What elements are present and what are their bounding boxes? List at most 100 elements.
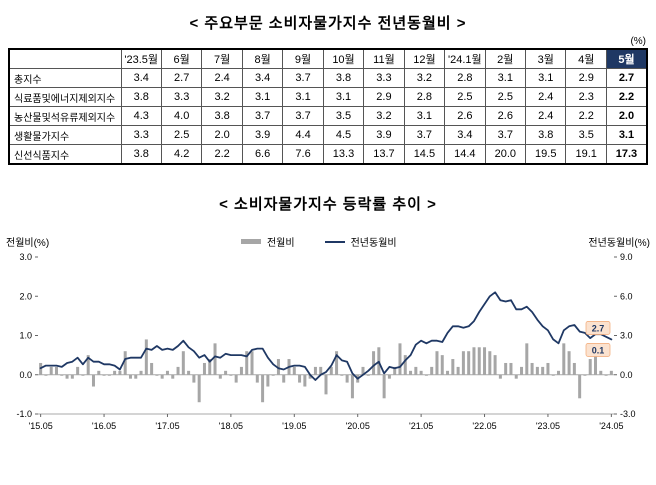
right-tick-label: 0.0 xyxy=(620,370,633,380)
column-header: 12월 xyxy=(403,48,446,69)
mom-bar xyxy=(594,355,598,375)
table-cell: 6.6 xyxy=(241,144,284,165)
mom-bar xyxy=(118,370,122,375)
right-tick-label: -3.0 xyxy=(620,409,636,419)
table-cell: 3.7 xyxy=(282,68,324,88)
left-tick-label: 2.0 xyxy=(19,291,32,301)
table-cell: 3.8 xyxy=(322,68,365,88)
mom-bar xyxy=(488,351,492,375)
table-cell: 3.3 xyxy=(363,68,405,88)
mom-bar xyxy=(609,370,613,375)
mom-bar xyxy=(588,359,592,375)
mom-bar xyxy=(276,359,280,375)
x-tick-label: '20.05 xyxy=(346,421,370,431)
mom-bar xyxy=(509,362,513,375)
mom-bar xyxy=(467,351,471,375)
mom-bar xyxy=(76,366,80,375)
mom-bar xyxy=(446,370,450,375)
column-header: '23.5월 xyxy=(120,48,162,69)
right-tick-label: 6.0 xyxy=(620,291,633,301)
mom-bar xyxy=(70,374,74,379)
x-tick-label: '19.05 xyxy=(282,421,306,431)
mom-bar xyxy=(350,374,354,399)
mom-bar xyxy=(65,374,69,379)
column-header: 10월 xyxy=(322,48,365,69)
table-cell: 3.2 xyxy=(363,106,405,126)
mom-bar xyxy=(572,362,576,375)
mom-bar xyxy=(97,370,101,375)
mom-bar xyxy=(176,366,180,375)
chart-header: 전월비(%) 전월비 전년동월비 전년동월비(%) xyxy=(6,234,650,249)
mom-bar xyxy=(430,366,434,375)
mom-bar xyxy=(541,366,545,375)
legend-item-mom: 전월비 xyxy=(240,234,295,249)
mom-bar xyxy=(308,374,312,379)
mom-bar xyxy=(255,374,259,383)
table-cell: 2.3 xyxy=(565,87,607,107)
table-cell: 3.5 xyxy=(565,125,607,145)
x-tick-label: '16.05 xyxy=(92,421,116,431)
table-cell: 7.6 xyxy=(282,144,324,165)
mom-bar xyxy=(361,366,365,375)
mom-bar xyxy=(335,351,339,375)
mom-bar xyxy=(340,374,344,376)
mom-bar xyxy=(419,370,423,375)
column-header: 2월 xyxy=(484,48,527,69)
mom-bar xyxy=(271,374,275,376)
mom-bar xyxy=(266,374,270,387)
mom-bar xyxy=(393,366,397,375)
mom-bar xyxy=(123,351,127,375)
mom-bar xyxy=(435,351,439,375)
mom-bar xyxy=(303,374,307,387)
table-cell: 3.1 xyxy=(525,68,567,88)
mom-bar xyxy=(578,374,582,399)
table-cell: 3.1 xyxy=(322,87,365,107)
table-cell: 3.3 xyxy=(160,87,203,107)
table-cell: 3.2 xyxy=(403,68,446,88)
column-header: 4월 xyxy=(565,48,607,69)
column-header: 5월 xyxy=(605,48,648,69)
mom-bar xyxy=(102,374,106,376)
column-header: 9월 xyxy=(282,48,324,69)
table-cell: 2.5 xyxy=(484,87,527,107)
table-cell: 2.4 xyxy=(525,87,567,107)
mom-bar xyxy=(160,374,164,379)
table-cell: 3.7 xyxy=(403,125,446,145)
mom-bar xyxy=(530,362,534,375)
table-cell: 2.5 xyxy=(444,87,486,107)
table-cell: 2.2 xyxy=(565,106,607,126)
table-cell: 3.8 xyxy=(525,125,567,145)
yoy-end-label-box xyxy=(585,321,611,335)
mom-bar xyxy=(461,351,465,375)
table-row: 식료품및에너지제외지수 3.8 3.3 3.2 3.1 3.1 3.1 2.9 2.8 2.5 2.… xyxy=(8,87,648,107)
x-tick-label: '21.05 xyxy=(409,421,433,431)
mom-bar xyxy=(298,374,302,383)
table-header-row: '23.5월 6월 7월 8월 9월 10월 11월 12월 '24.1월 2월 3월 4월 5월 xyxy=(8,48,648,69)
mom-bar xyxy=(477,347,481,375)
legend-label-mom: 전월비 xyxy=(266,238,295,249)
line-swatch-icon xyxy=(324,240,345,243)
mom-bar xyxy=(213,343,217,375)
table-cell: 3.4 xyxy=(444,125,486,145)
mom-end-label: 0.1 xyxy=(592,345,605,355)
unit-label: (%) xyxy=(630,36,646,47)
mom-bar xyxy=(546,362,550,375)
mom-bar xyxy=(535,366,539,375)
table-cell: 3.9 xyxy=(241,125,284,145)
table-cell: 2.8 xyxy=(403,87,446,107)
mom-bar xyxy=(107,374,111,376)
mom-bar xyxy=(245,351,249,375)
mom-bar xyxy=(155,374,159,376)
left-axis-label: 전월비(%) xyxy=(6,238,50,249)
table-cell: 2.6 xyxy=(484,106,527,126)
mom-bar xyxy=(504,362,508,375)
table-cell: 3.8 xyxy=(120,87,162,107)
mom-bar xyxy=(324,374,328,395)
cpi-trend-chart: 3.0 2.0 1.0 0.0 -1.0 9.0 6.0 3.0 0.0 -3.0 '15.05 '1… xyxy=(16,252,636,431)
table-cell: 3.8 xyxy=(201,106,243,126)
right-tick-label: 9.0 xyxy=(620,252,633,262)
table-cell: 19.5 xyxy=(525,144,567,165)
table-cell: 2.9 xyxy=(565,68,607,88)
mom-bar xyxy=(49,366,53,375)
mom-bar xyxy=(208,359,212,375)
